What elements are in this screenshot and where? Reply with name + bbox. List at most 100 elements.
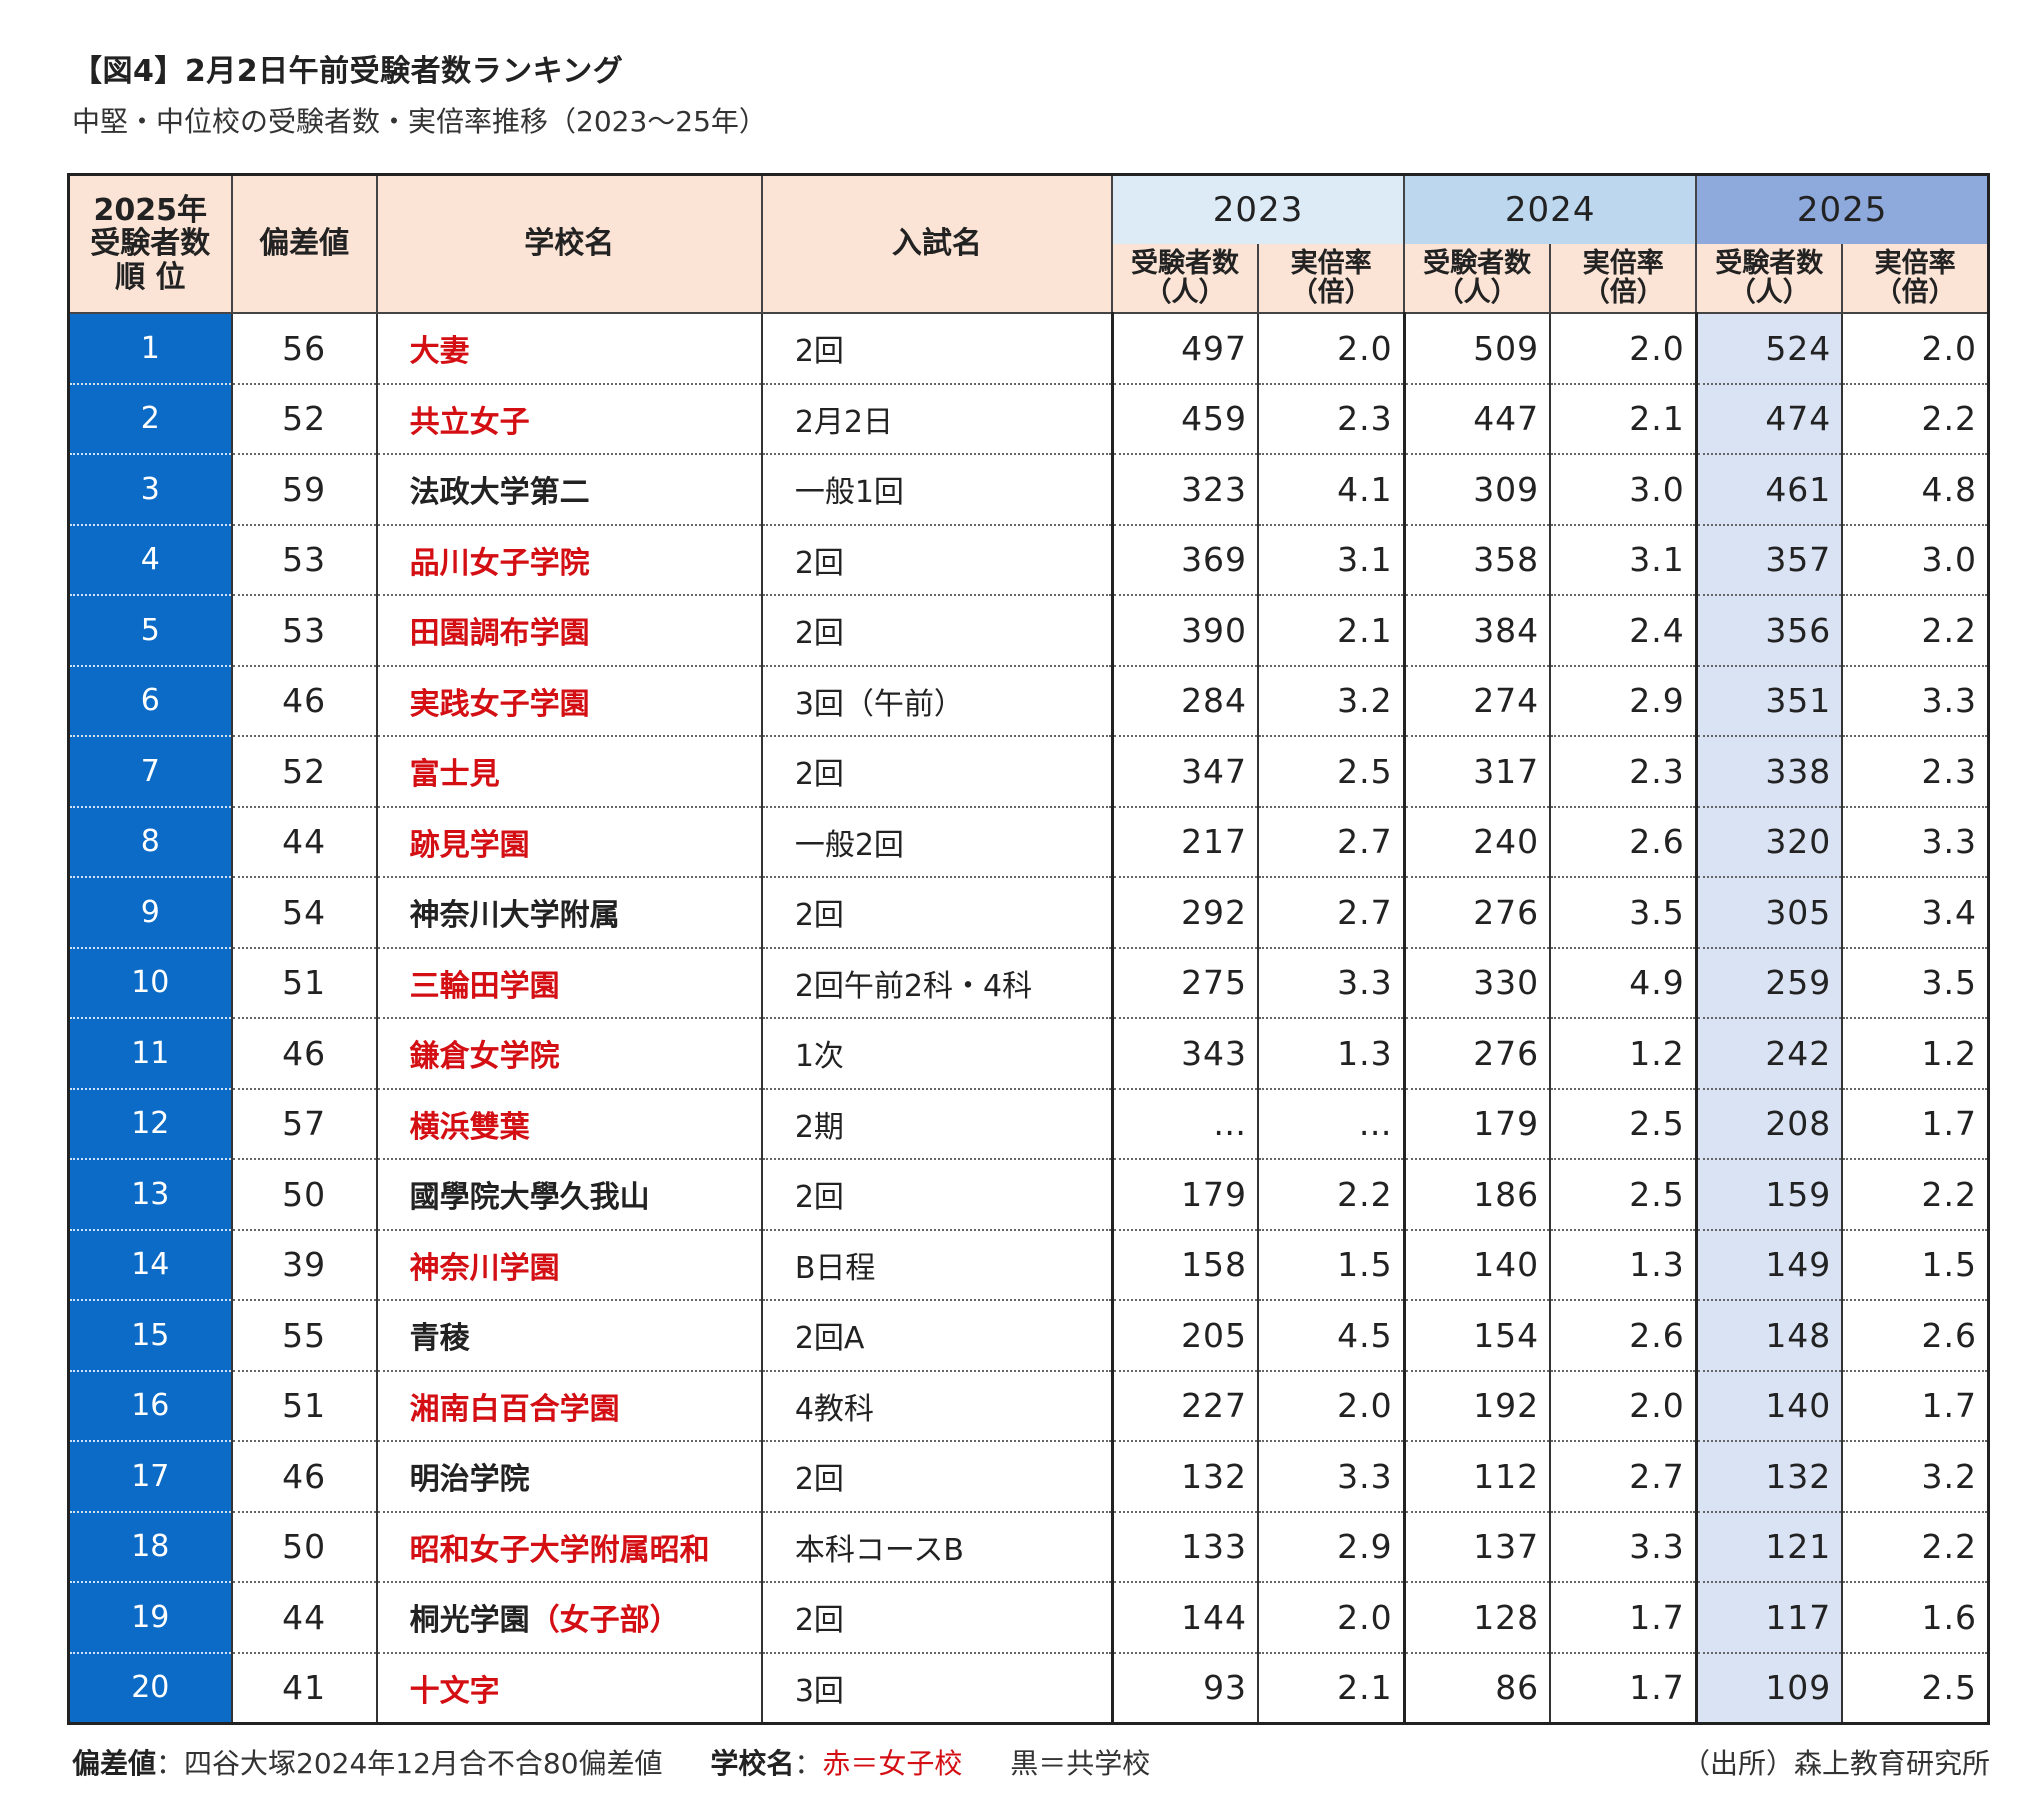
rate-2023-cell: 2.9 xyxy=(1257,1511,1406,1583)
school-name-coed: 明治学院 xyxy=(409,1462,530,1498)
school-cell: 十文字 xyxy=(375,1652,763,1724)
applicants-2023-cell: 227 xyxy=(1110,1370,1260,1442)
applicants-2023-cell: 347 xyxy=(1110,736,1260,808)
applicants-2024-cell: 112 xyxy=(1402,1441,1552,1513)
applicants-2024-cell: 137 xyxy=(1402,1511,1552,1583)
footer-note: 偏差値：四谷大塚2024年12月合不合80偏差値 学校名：赤＝女子校 黒＝共学校 xyxy=(72,1742,1150,1782)
applicants-2024-cell: 179 xyxy=(1402,1088,1552,1160)
school-cell: 神奈川学園 xyxy=(375,1229,763,1301)
rate-2023-cell: 2.1 xyxy=(1257,1652,1406,1724)
school-name-coed: 國學院大學久我山 xyxy=(409,1180,650,1216)
school-name-girls: 昭和女子大学附属昭和 xyxy=(409,1532,710,1568)
school-name-girls: 田園調布学園 xyxy=(409,616,590,652)
applicants-2024-cell: 317 xyxy=(1402,736,1552,808)
rate-2025-cell: 2.3 xyxy=(1841,736,1990,808)
rate-header: 実倍率 （倍） xyxy=(1841,244,1990,314)
deviation-cell: 53 xyxy=(230,595,378,667)
rank-header-line: 受験者数 xyxy=(90,226,211,262)
footer-red-legend: 赤＝女子校 xyxy=(822,1747,963,1780)
rate-2025-cell: 3.3 xyxy=(1841,806,1990,878)
table-row: 14 39 神奈川学園 B日程 158 1.5 140 1.3 149 1.5 xyxy=(67,1229,1990,1301)
exam-cell: 2回 xyxy=(760,524,1114,596)
rate-2024-cell: 2.4 xyxy=(1549,595,1698,667)
rate-header: 実倍率 （倍） xyxy=(1257,244,1406,314)
rate-2025-cell: 2.2 xyxy=(1841,1511,1990,1583)
deviation-cell: 55 xyxy=(230,1300,378,1372)
exam-cell: 2回A xyxy=(760,1300,1114,1372)
applicants-2024-cell: 274 xyxy=(1402,665,1552,737)
exam-cell: 4教科 xyxy=(760,1370,1114,1442)
exam-cell: 2回 xyxy=(760,1582,1114,1654)
applicants-2025-cell: 148 xyxy=(1694,1300,1844,1372)
rate-2024-cell: 1.3 xyxy=(1549,1229,1698,1301)
applicants-2023-cell: 93 xyxy=(1110,1652,1260,1724)
rank-cell: 16 xyxy=(67,1370,233,1442)
deviation-cell: 46 xyxy=(230,665,378,737)
rate-2023-cell: 4.5 xyxy=(1257,1300,1406,1372)
exam-cell: 本科コースB xyxy=(760,1511,1114,1583)
school-cell: 青稜 xyxy=(375,1300,763,1372)
applicants-2023-cell: 132 xyxy=(1110,1441,1260,1513)
rate-2023-cell: 1.3 xyxy=(1257,1018,1406,1090)
rate-2024-cell: 3.1 xyxy=(1549,524,1698,596)
exam-cell: 2回 xyxy=(760,595,1114,667)
exam-cell: 2期 xyxy=(760,1088,1114,1160)
exam-cell: 1次 xyxy=(760,1018,1114,1090)
rank-cell: 17 xyxy=(67,1441,233,1513)
applicants-2023-cell: 133 xyxy=(1110,1511,1260,1583)
rank-cell: 7 xyxy=(67,736,233,808)
rate-2023-cell: 3.2 xyxy=(1257,665,1406,737)
rank-cell: 14 xyxy=(67,1229,233,1301)
school-cell: 湘南白百合学園 xyxy=(375,1370,763,1442)
applicants-header: 受験者数 （人） xyxy=(1110,244,1260,314)
applicants-2025-cell: 474 xyxy=(1694,383,1844,455)
rate-2025-cell: 3.2 xyxy=(1841,1441,1990,1513)
applicants-2025-cell: 159 xyxy=(1694,1159,1844,1231)
applicants-2024-cell: 86 xyxy=(1402,1652,1552,1724)
school-cell: 法政大学第二 xyxy=(375,454,763,526)
school-name-coed: 桐光学園 xyxy=(409,1603,530,1639)
applicants-2024-cell: 509 xyxy=(1402,313,1552,385)
applicants-2025-cell: 140 xyxy=(1694,1370,1844,1442)
school-name-coed: 神奈川大学附属 xyxy=(409,898,620,934)
rate-2025-cell: 2.0 xyxy=(1841,313,1990,385)
deviation-cell: 50 xyxy=(230,1511,378,1583)
applicants-2025-cell: 357 xyxy=(1694,524,1844,596)
applicants-2025-cell: 259 xyxy=(1694,947,1844,1019)
applicants-2023-cell: 144 xyxy=(1110,1582,1260,1654)
applicants-2024-cell: 128 xyxy=(1402,1582,1552,1654)
rate-2025-cell: 1.7 xyxy=(1841,1088,1990,1160)
deviation-cell: 53 xyxy=(230,524,378,596)
footer-school-sep: ： xyxy=(794,1747,823,1780)
rate-2023-cell: 4.1 xyxy=(1257,454,1406,526)
applicants-header-line1: 受験者数 xyxy=(1715,247,1824,279)
school-cell: 跡見学園 xyxy=(375,806,763,878)
rank-cell: 20 xyxy=(67,1652,233,1724)
table-row: 17 46 明治学院 2回 132 3.3 112 2.7 132 3.2 xyxy=(67,1441,1990,1513)
rate-header-line2: （倍） xyxy=(1874,277,1956,308)
footer-deviation-text: ：四谷大塚2024年12月合不合80偏差値 xyxy=(156,1747,663,1780)
table-row: 7 52 富士見 2回 347 2.5 317 2.3 338 2.3 xyxy=(67,736,1990,808)
applicants-2024-cell: 358 xyxy=(1402,524,1552,596)
school-cell: 共立女子 xyxy=(375,383,763,455)
exam-header: 入試名 xyxy=(760,173,1114,314)
school-cell: 品川女子学院 xyxy=(375,524,763,596)
applicants-2024-cell: 140 xyxy=(1402,1229,1552,1301)
rate-2024-cell: 2.6 xyxy=(1549,1300,1698,1372)
rate-2025-cell: 4.8 xyxy=(1841,454,1990,526)
rank-header: 2025年 受験者数 順 位 xyxy=(67,173,233,314)
rate-2025-cell: 1.7 xyxy=(1841,1370,1990,1442)
rate-2025-cell: 1.6 xyxy=(1841,1582,1990,1654)
applicants-2025-cell: 524 xyxy=(1694,313,1844,385)
school-name-girls: 品川女子学院 xyxy=(409,545,590,581)
rank-cell: 1 xyxy=(67,313,233,385)
school-cell: 田園調布学園 xyxy=(375,595,763,667)
school-cell: 明治学院 xyxy=(375,1441,763,1513)
applicants-2024-cell: 276 xyxy=(1402,877,1552,949)
deviation-cell: 44 xyxy=(230,1582,378,1654)
school-cell: 横浜雙葉 xyxy=(375,1088,763,1160)
rank-cell: 19 xyxy=(67,1582,233,1654)
deviation-cell: 52 xyxy=(230,383,378,455)
rank-header-line: 順 位 xyxy=(115,259,186,295)
deviation-cell: 44 xyxy=(230,806,378,878)
